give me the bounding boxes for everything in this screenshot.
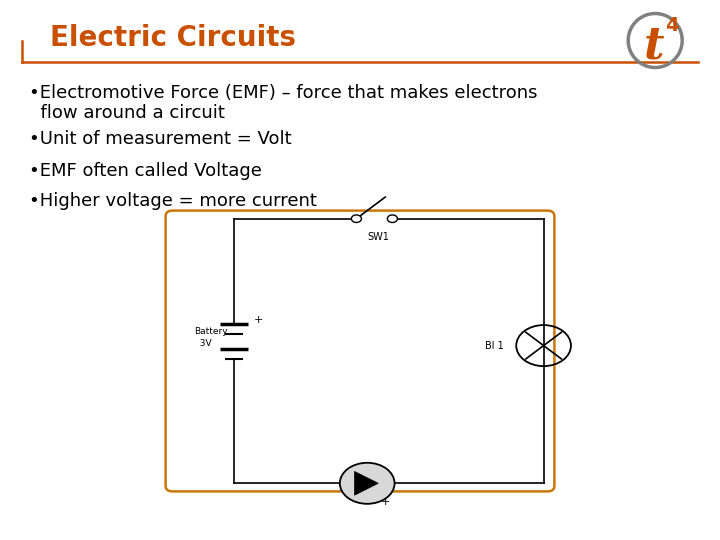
Text: •Higher voltage = more current: •Higher voltage = more current xyxy=(29,192,317,210)
Text: Battery
  3V: Battery 3V xyxy=(194,327,228,348)
Text: Electric Circuits: Electric Circuits xyxy=(50,24,297,52)
Text: +: + xyxy=(254,315,264,325)
Text: 4: 4 xyxy=(665,16,678,35)
Text: •Electromotive Force (EMF) – force that makes electrons
  flow around a circuit: •Electromotive Force (EMF) – force that … xyxy=(29,84,537,123)
Text: Bl 1: Bl 1 xyxy=(485,341,504,350)
Text: •Unit of measurement = Volt: •Unit of measurement = Volt xyxy=(29,130,292,147)
Text: +: + xyxy=(380,497,390,507)
Text: t: t xyxy=(644,24,664,68)
Circle shape xyxy=(340,463,395,504)
Text: •EMF often called Voltage: •EMF often called Voltage xyxy=(29,162,261,180)
Text: SW1: SW1 xyxy=(367,232,389,242)
Circle shape xyxy=(387,215,397,222)
Polygon shape xyxy=(354,471,378,495)
Circle shape xyxy=(351,215,361,222)
